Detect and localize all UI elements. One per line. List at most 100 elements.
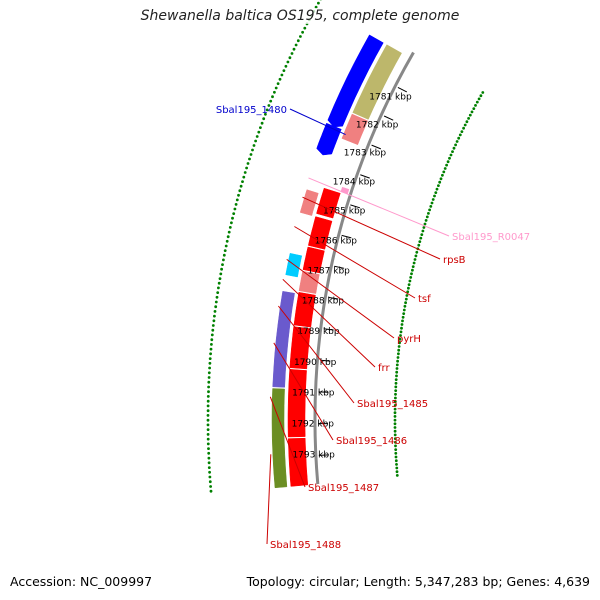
gene-leader-line — [278, 305, 355, 404]
gene-label[interactable]: Sbal195_1486 — [336, 436, 407, 447]
gc-dot-outer — [278, 77, 282, 81]
gc-dot-outer — [257, 130, 261, 134]
gene-label[interactable]: Sbal195_1485 — [357, 399, 428, 410]
gc-dot-inner — [442, 170, 446, 174]
gc-dot-outer — [265, 108, 269, 112]
gc-dot-outer — [208, 475, 212, 479]
gene-leader-line — [302, 196, 441, 260]
gc-dot-inner — [395, 363, 399, 367]
gc-dot-inner — [393, 418, 397, 422]
gc-dot-inner — [409, 276, 413, 279]
gc-dot-inner — [397, 348, 401, 352]
gc-dot-inner — [410, 272, 413, 276]
gc-dot-outer — [219, 272, 223, 276]
gc-dot-inner — [412, 261, 416, 265]
gc-dot-inner — [448, 156, 451, 160]
gc-dot-inner — [394, 378, 398, 381]
gc-dot-inner — [481, 91, 485, 94]
gc-dot-outer — [217, 281, 221, 285]
gene-label[interactable]: Sbal195_1480 — [216, 105, 287, 116]
gc-dot-outer — [286, 60, 290, 64]
gc-dot-inner — [394, 381, 398, 385]
gc-dot-inner — [454, 143, 457, 147]
tick-label: 1788 kbp — [302, 297, 345, 307]
gc-dot-inner — [470, 110, 474, 114]
gc-dot-outer — [282, 69, 286, 72]
gc-dot-outer — [206, 433, 210, 436]
gc-dot-inner — [433, 194, 436, 198]
gc-dot-inner — [435, 187, 439, 191]
feature-pink-outer — [341, 113, 369, 146]
gc-dot-outer — [217, 286, 220, 290]
gc-dot-inner — [393, 422, 397, 426]
gc-dot-outer — [211, 328, 215, 332]
backbone-line — [313, 51, 415, 485]
gc-dot-outer — [218, 277, 222, 280]
gene-leader-line — [308, 177, 450, 237]
gc-dot-inner — [458, 133, 462, 137]
gc-dot-outer — [317, 1, 320, 5]
gene-label[interactable]: frr — [378, 363, 390, 374]
gc-dot-outer — [209, 347, 213, 351]
feature-pyrH — [302, 246, 325, 274]
gc-dot-outer — [230, 221, 233, 225]
tick-mark — [383, 115, 394, 121]
gc-dot-outer — [238, 189, 242, 193]
gene-label[interactable]: rpsB — [443, 255, 466, 266]
gene-label[interactable]: pyrH — [397, 334, 421, 345]
gene-label[interactable]: Sbal195_R0047 — [452, 232, 530, 243]
tick-label: 1789 kbp — [297, 327, 340, 337]
gc-dot-outer — [208, 470, 212, 474]
gc-dot-inner — [393, 404, 397, 407]
tick-label: 1786 kbp — [315, 236, 358, 246]
gc-dot-outer — [251, 148, 254, 152]
gene-leader-line — [282, 278, 376, 368]
gc-dot-inner — [395, 474, 399, 477]
gc-dot-outer — [221, 263, 224, 266]
gene-label[interactable]: Sbal195_1488 — [270, 540, 341, 551]
gc-dot-inner — [419, 236, 423, 240]
gc-dot-outer — [294, 43, 298, 47]
gc-dot-inner — [417, 243, 421, 247]
gc-dot-outer — [276, 82, 280, 85]
gc-dot-inner — [395, 466, 399, 470]
gc-dot-outer — [208, 480, 212, 484]
gc-dot-inner — [479, 94, 483, 98]
gc-dot-outer — [234, 203, 238, 206]
tick-mark — [323, 328, 334, 331]
gc-dot-inner — [474, 104, 477, 107]
tick-label: 1785 kbp — [323, 207, 366, 217]
gc-dot-inner — [393, 433, 397, 437]
gc-dot-inner — [395, 463, 398, 466]
gc-dot-outer — [292, 47, 296, 51]
gc-dot-outer — [206, 418, 210, 422]
gc-dot-inner — [399, 330, 403, 334]
backbone — [313, 51, 415, 485]
gc-dot-outer — [206, 442, 210, 446]
gene-label[interactable]: tsf — [418, 294, 431, 305]
gc-dot-outer — [222, 258, 225, 262]
gc-dot-outer — [225, 239, 229, 243]
feature-tsf — [308, 216, 333, 250]
gc-dot-inner — [446, 160, 450, 164]
gene-leader-line — [269, 396, 306, 488]
gc-dot-inner — [394, 444, 397, 448]
gc-dot-outer — [290, 52, 294, 55]
gene-label[interactable]: Sbal195_1487 — [308, 483, 379, 494]
gc-dot-inner — [395, 367, 399, 370]
gc-dot-inner — [404, 301, 407, 305]
gc-dot-outer — [271, 95, 274, 99]
gc-dot-outer — [207, 385, 211, 389]
gc-dot-inner — [438, 180, 442, 184]
gc-dot-outer — [232, 212, 236, 216]
tick-label: 1781 kbp — [369, 93, 412, 103]
gc-dot-outer — [207, 376, 211, 379]
feature-1488 — [287, 437, 309, 487]
feature-frr — [298, 270, 320, 294]
gc-dot-outer — [269, 99, 273, 103]
feature-blue-2 — [316, 122, 342, 156]
gc-dot-outer — [307, 18, 311, 22]
feature-rpsB — [316, 187, 341, 219]
gc-dot-inner — [465, 120, 469, 124]
